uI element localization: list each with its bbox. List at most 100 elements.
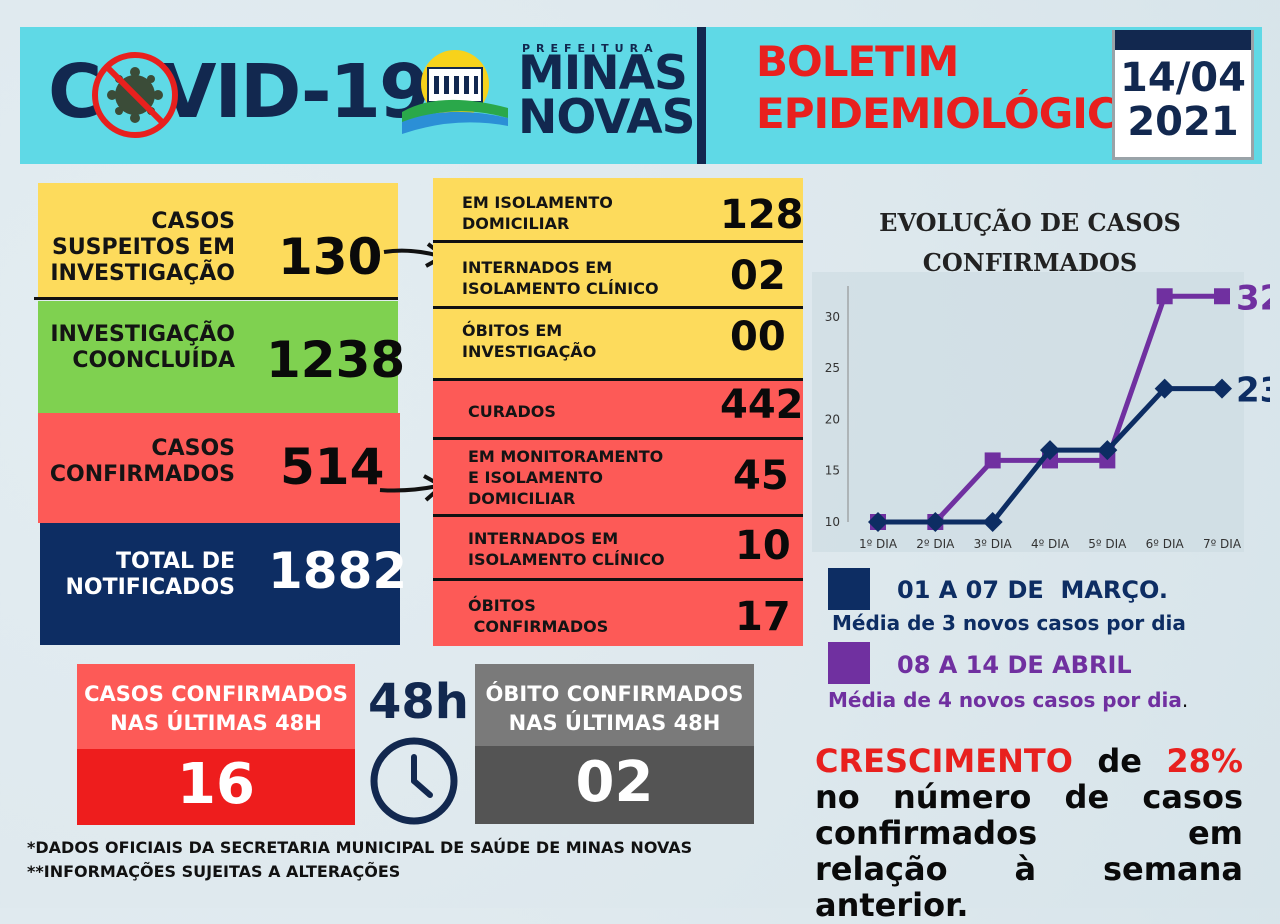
series-point bbox=[1156, 288, 1173, 305]
series-point bbox=[984, 452, 1001, 469]
concluded-label: INVESTIGAÇÃO COONCLUÍDA bbox=[50, 322, 235, 373]
legend-march-swatch bbox=[828, 568, 870, 610]
series-point bbox=[1097, 440, 1118, 461]
suspect-label: CASOS SUSPEITOS EM INVESTIGAÇÃO bbox=[50, 209, 235, 286]
x-tick-label: 7º DIA bbox=[1203, 537, 1242, 551]
suspect-value: 130 bbox=[278, 228, 383, 286]
cases-48h-value-box bbox=[77, 749, 355, 825]
monitoring-value: 45 bbox=[733, 453, 789, 499]
bulletin-title-line1: BOLETIM bbox=[756, 37, 959, 86]
confirmed-value: 514 bbox=[280, 438, 385, 496]
confirmed-divider-3 bbox=[433, 578, 803, 581]
confirmed-divider-2 bbox=[433, 514, 803, 517]
confirmed-top-line bbox=[433, 378, 803, 381]
suspect-divider-2 bbox=[433, 306, 803, 309]
city-name: MINAS NOVAS bbox=[518, 46, 695, 145]
x-tick-label: 1º DIA bbox=[859, 537, 898, 551]
suspect-divider-1 bbox=[433, 240, 803, 243]
legend-april-subtitle-dot: . bbox=[1181, 688, 1189, 712]
legend-march-subtitle: Média de 3 novos casos por dia bbox=[832, 611, 1186, 635]
deaths-48h-label: ÓBITO CONFIRMADOS NAS ÚLTIMAS 48H bbox=[485, 682, 744, 735]
total-box bbox=[40, 523, 400, 645]
hospitalized-confirmed-label: INTERNADOS EM ISOLAMENTO CLÍNICO bbox=[468, 529, 665, 569]
y-tick-label: 15 bbox=[825, 464, 840, 478]
chart-plot-background bbox=[812, 272, 1244, 552]
city-logo-icon bbox=[402, 50, 508, 134]
x-tick-label: 2º DIA bbox=[916, 537, 955, 551]
confirmed-box bbox=[38, 413, 400, 523]
legend-march-title: 01 A 07 DE MARÇO. bbox=[897, 576, 1169, 604]
series-point bbox=[1214, 288, 1230, 305]
legend-april-subtitle-text: Média de 4 novos casos por dia bbox=[828, 688, 1182, 712]
no-virus-icon bbox=[92, 52, 178, 138]
series-end-label: 23 bbox=[1236, 371, 1270, 411]
deaths-48h-header bbox=[475, 664, 754, 746]
cases-48h-label: CASOS CONFIRMADOS NAS ÚLTIMAS 48H bbox=[84, 682, 348, 735]
monitoring-label: EM MONITORAMENTO E ISOLAMENTO DOMICILIAR bbox=[468, 447, 664, 508]
growth-rest: no número de casos confirmados em relaçã… bbox=[815, 778, 1243, 924]
chart-title: EVOLUÇÃO DE CASOS CONFIRMADOS bbox=[879, 208, 1181, 277]
growth-statement: CRESCIMENTO de 28% no número de casos co… bbox=[815, 743, 1243, 923]
total-label: TOTAL DE NOTIFICADOS bbox=[65, 549, 235, 600]
deaths-confirmed-label: ÓBITOS CONFIRMADOS bbox=[468, 596, 609, 636]
prefeitura-label: PREFEITURA bbox=[522, 42, 659, 55]
bulletin-date-year: 2021 bbox=[1127, 99, 1239, 145]
deaths-investigation-label: ÓBITOS EM INVESTIGAÇÃO bbox=[462, 321, 597, 361]
city-name-line2: NOVAS bbox=[518, 90, 695, 145]
hospitalized-suspect-label: INTERNADOS EM ISOLAMENTO CLÍNICO bbox=[462, 258, 659, 298]
suspect-box bbox=[38, 183, 398, 298]
series-point bbox=[868, 512, 888, 532]
deaths-48h-value-box bbox=[475, 746, 754, 824]
cases-48h-value: 16 bbox=[177, 752, 255, 817]
x-tick-label: 3º DIA bbox=[974, 537, 1013, 551]
confirmed-divider-1 bbox=[433, 437, 803, 440]
growth-word: CRESCIMENTO bbox=[815, 742, 1073, 780]
deaths-confirmed-value: 17 bbox=[735, 594, 791, 640]
growth-connector: de bbox=[1097, 742, 1142, 780]
series-point bbox=[1212, 378, 1232, 399]
cases-48h-header bbox=[77, 664, 355, 749]
calendar-top-bar bbox=[1115, 30, 1251, 50]
bulletin-title: BOLETIM EPIDEMIOLÓGICO bbox=[756, 36, 1152, 140]
y-tick-label: 10 bbox=[825, 515, 840, 529]
footnote-official-data: *DADOS OFICIAIS DA SECRETARIA MUNICIPAL … bbox=[27, 838, 693, 857]
bulletin-title-line2: EPIDEMIOLÓGICO bbox=[756, 89, 1152, 138]
series-point bbox=[982, 512, 1003, 532]
city-name-line1: MINAS bbox=[518, 46, 688, 101]
series-point bbox=[1154, 378, 1175, 399]
line-chart: 10 15 20 25 30 1º DIA 2º DIA 3º DIA 4º DIA 5º DIA… bbox=[812, 272, 1270, 552]
y-tick-label: 30 bbox=[825, 310, 840, 324]
deaths-48h-value: 02 bbox=[575, 750, 654, 815]
footnote-subject-to-change: **INFORMAÇÕES SUJEITAS A ALTERAÇÕES bbox=[27, 862, 401, 881]
header-banner bbox=[20, 27, 1262, 164]
x-tick-label: 5º DIA bbox=[1088, 537, 1127, 551]
growth-percent: 28% bbox=[1166, 742, 1243, 780]
series-point bbox=[1099, 452, 1116, 469]
y-tick-label: 20 bbox=[825, 412, 840, 426]
concluded-box bbox=[38, 301, 398, 413]
total-value: 1882 bbox=[268, 542, 408, 600]
home-isolation-value: 128 bbox=[720, 192, 804, 238]
deaths-investigation-value: 00 bbox=[730, 314, 786, 360]
header-divider bbox=[697, 27, 706, 164]
suspect-breakdown-panel bbox=[433, 178, 803, 378]
recovered-label: CURADOS bbox=[468, 402, 556, 421]
growth-line-1: CRESCIMENTO de 28% bbox=[815, 743, 1243, 779]
confirmed-breakdown-panel bbox=[433, 380, 803, 646]
bulletin-date: 14/04 2021 bbox=[1112, 56, 1254, 144]
hospitalized-suspect-value: 02 bbox=[730, 253, 786, 299]
concluded-value: 1238 bbox=[266, 331, 406, 389]
hospitalized-confirmed-value: 10 bbox=[735, 523, 791, 569]
legend-april-subtitle: Média de 4 novos casos por dia. bbox=[828, 688, 1188, 712]
series-end-label: 32 bbox=[1236, 278, 1270, 318]
legend-april-title: 08 A 14 DE ABRIL bbox=[897, 651, 1132, 679]
legend-april-swatch bbox=[828, 642, 870, 684]
confirmed-label: CASOS CONFIRMADOS bbox=[49, 436, 235, 487]
y-tick-label: 25 bbox=[825, 361, 840, 375]
recovered-value: 442 bbox=[720, 382, 804, 428]
clock-icon bbox=[370, 737, 458, 825]
hours-label: 48h bbox=[368, 674, 469, 730]
bulletin-date-day: 14/04 bbox=[1120, 55, 1246, 101]
x-tick-label: 6º DIA bbox=[1146, 537, 1185, 551]
